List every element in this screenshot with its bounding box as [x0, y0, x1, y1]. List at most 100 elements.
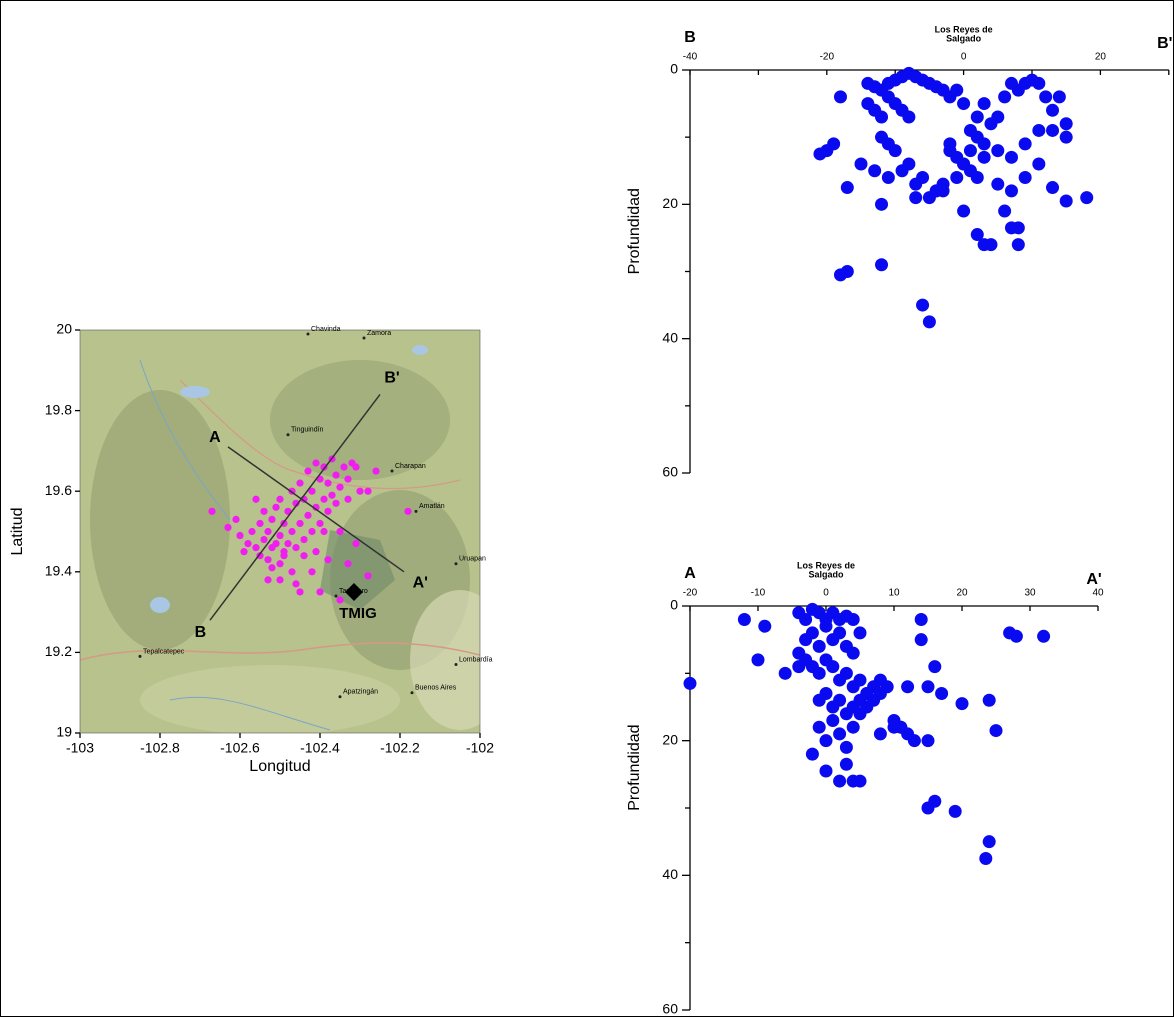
hypocenter	[1059, 194, 1073, 208]
x-tick-label: -102.4	[300, 740, 340, 756]
hypocenter	[833, 727, 847, 741]
hypocenter	[873, 687, 887, 701]
hypocenter	[1046, 123, 1060, 137]
hypocenter	[1080, 191, 1094, 205]
hypocenter	[950, 83, 964, 97]
hypocenter	[1032, 123, 1046, 137]
place-label: Lombardía	[459, 656, 493, 663]
place-dot	[454, 562, 458, 566]
hypocenter	[819, 687, 833, 701]
epicenter	[240, 548, 248, 556]
hypocenter	[979, 852, 993, 865]
hypocenter	[963, 144, 977, 158]
hypocenter	[928, 660, 942, 674]
epicenter	[264, 556, 272, 564]
epicenter	[252, 544, 260, 552]
x-tick-label: 0	[823, 588, 829, 599]
x-tick-label: 40	[1092, 588, 1104, 599]
hypocenter	[833, 90, 847, 104]
y-tick-label: 19.2	[45, 643, 72, 659]
hypocenter	[881, 170, 895, 184]
hypocenter	[819, 764, 833, 778]
hypocenter	[1018, 170, 1032, 184]
hypocenter	[921, 734, 935, 748]
x-tick-label: 10	[888, 588, 900, 599]
hypocenter	[805, 747, 819, 761]
y-tick-label: 20	[662, 195, 678, 211]
hypocenter	[833, 626, 847, 640]
hypocenter	[799, 612, 813, 626]
epicenter	[312, 548, 320, 556]
place-label: Zamora	[367, 330, 391, 337]
x-tick-label: 20	[1095, 52, 1107, 63]
y-tick-label: 60	[662, 464, 678, 480]
profile-line	[209, 394, 381, 621]
hypocenter	[1004, 184, 1018, 198]
epicenter	[276, 576, 284, 584]
y-tick-label: 20	[662, 731, 678, 747]
hypocenter	[970, 228, 984, 242]
place-label: Apatzingán	[343, 689, 378, 696]
epicenter	[404, 507, 412, 515]
hypocenter	[1018, 137, 1032, 151]
hypocenter	[853, 626, 867, 640]
epicenter	[332, 471, 340, 479]
hypocenter	[819, 734, 833, 748]
profile-label: A'	[413, 575, 428, 592]
hypocenter	[778, 666, 792, 680]
x-tick-label: -103	[66, 740, 94, 756]
hypocenter	[982, 835, 996, 849]
y-tick-label: 60	[662, 1001, 678, 1017]
hypocenter	[1039, 90, 1053, 104]
hypocenter	[991, 177, 1005, 191]
hypocenter	[833, 774, 847, 788]
epicenter	[316, 588, 324, 596]
epicenter	[248, 527, 256, 536]
annotation: Salgado	[808, 569, 844, 579]
epicenter	[328, 491, 336, 499]
hypocenter	[840, 181, 854, 195]
epicenter	[256, 552, 264, 560]
hypocenter	[982, 693, 996, 707]
epicenter	[308, 568, 316, 576]
epicenter	[364, 572, 372, 580]
epicenter	[324, 479, 332, 487]
epicenter	[312, 503, 320, 511]
y-tick-label: 40	[662, 866, 678, 882]
epicenter	[304, 467, 312, 475]
hypocenter	[914, 612, 928, 626]
hypocenter	[875, 110, 889, 124]
epicenter	[244, 539, 252, 548]
hypocenter	[957, 204, 971, 218]
place-label: Chavinda	[311, 326, 341, 333]
hypocenter	[1046, 103, 1060, 117]
hypocenter	[929, 184, 943, 198]
hypocenter	[950, 170, 964, 184]
hypocenter	[1037, 629, 1051, 643]
map-background	[80, 330, 480, 733]
hypocenter	[854, 157, 868, 171]
y-tick-label: 19.8	[45, 401, 72, 417]
x-tick-label: -20	[683, 588, 698, 599]
hypocenter	[1059, 117, 1073, 131]
epicenter	[276, 560, 284, 568]
hypocenter	[1032, 157, 1046, 171]
place-dot	[338, 695, 342, 699]
epicenter	[344, 495, 352, 503]
epicenter	[324, 556, 332, 564]
hypocenter	[826, 713, 840, 727]
hypocenter	[922, 315, 936, 329]
epicenter	[320, 527, 328, 536]
hypocenter	[751, 653, 765, 667]
hypocenter	[839, 666, 853, 680]
hypocenter	[1011, 238, 1025, 252]
hypocenter	[1009, 629, 1023, 643]
y-axis-label: Profundidad	[626, 724, 643, 810]
epicenter	[300, 552, 308, 560]
epicenter	[340, 463, 348, 471]
x-tick-label: 20	[956, 588, 968, 599]
profile-label: A	[209, 429, 221, 446]
place-dot	[306, 332, 310, 336]
hypocenter	[868, 164, 882, 178]
